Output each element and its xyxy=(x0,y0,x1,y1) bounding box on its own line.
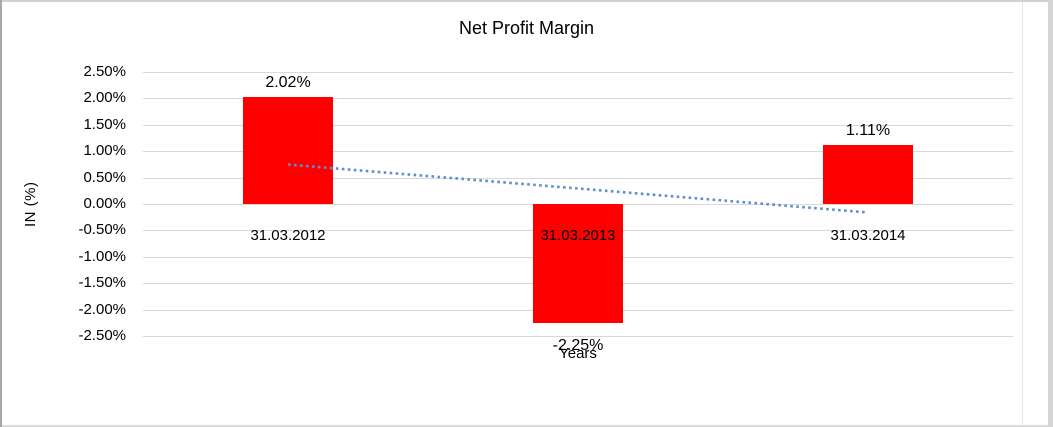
y-axis-tick-label: -1.50% xyxy=(78,274,126,292)
gridline xyxy=(143,151,1013,153)
gridline xyxy=(143,98,1013,100)
y-axis-tick-label: 1.00% xyxy=(83,142,126,160)
y-axis-tick-label: 0.00% xyxy=(83,195,126,212)
category-label: 31.03.2013 xyxy=(540,227,616,244)
y-axis-tick-label: -0.50% xyxy=(78,221,126,239)
bar-31.03.2014[interactable] xyxy=(823,145,913,204)
bar-31.03.2012[interactable] xyxy=(243,97,333,204)
chart-title: Net Profit Margin xyxy=(458,18,595,38)
chart-area-right-edge xyxy=(1022,2,1023,425)
x-axis-title: Years xyxy=(559,345,597,362)
gridline xyxy=(143,336,1013,337)
y-axis-tick-label: 2.50% xyxy=(83,63,126,80)
bar-31.03.2013[interactable] xyxy=(533,204,623,323)
y-axis-tick-label: -2.50% xyxy=(78,327,126,344)
gridline xyxy=(143,124,1013,126)
y-axis-tick-label: 2.00% xyxy=(83,89,126,107)
category-label: 31.03.2012 xyxy=(250,227,326,244)
y-axis-tick-label: 1.50% xyxy=(83,115,126,133)
data-label: 1.11% xyxy=(845,122,891,140)
y-axis-tick-label: 0.50% xyxy=(83,168,126,186)
data-label: 2.02% xyxy=(265,74,311,92)
category-label: 31.03.2014 xyxy=(830,227,906,244)
gridline xyxy=(143,72,1013,73)
y-axis-tick-label: -1.00% xyxy=(78,247,126,265)
data-label: -2.25% xyxy=(552,336,604,354)
y-axis-tick-label: -2.00% xyxy=(78,300,126,318)
